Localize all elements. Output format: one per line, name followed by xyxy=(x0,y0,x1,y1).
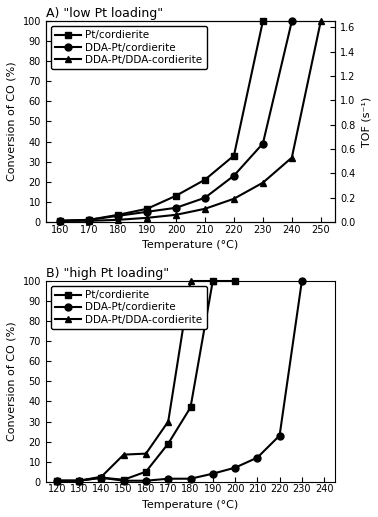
DDA-Pt/cordierite xyxy=(58,218,62,224)
Pt/cordierite xyxy=(233,278,237,284)
Pt/cordierite xyxy=(54,478,59,484)
DDA-Pt/cordierite xyxy=(277,432,282,438)
Line: Pt/cordierite: Pt/cordierite xyxy=(57,18,266,224)
Pt/cordierite xyxy=(166,440,170,447)
DDA-Pt/DDA-cordierite xyxy=(290,155,294,161)
DDA-Pt/DDA-cordierite xyxy=(232,195,236,202)
Text: A) "low Pt loading": A) "low Pt loading" xyxy=(46,7,163,20)
Pt/cordierite xyxy=(121,477,126,483)
Line: DDA-Pt/cordierite: DDA-Pt/cordierite xyxy=(57,18,295,224)
DDA-Pt/DDA-cordierite xyxy=(211,278,215,284)
DDA-Pt/DDA-cordierite xyxy=(77,478,81,484)
DDA-Pt/cordierite xyxy=(290,18,294,24)
Pt/cordierite xyxy=(77,478,81,484)
Y-axis label: Conversion of CO (%): Conversion of CO (%) xyxy=(7,322,17,441)
DDA-Pt/DDA-cordierite xyxy=(121,451,126,458)
DDA-Pt/cordierite xyxy=(232,173,236,179)
DDA-Pt/DDA-cordierite xyxy=(99,474,104,480)
DDA-Pt/DDA-cordierite xyxy=(54,478,59,484)
DDA-Pt/cordierite xyxy=(166,476,170,482)
DDA-Pt/cordierite xyxy=(203,194,207,201)
Pt/cordierite xyxy=(144,468,148,475)
Legend: Pt/cordierite, DDA-Pt/cordierite, DDA-Pt/DDA-cordierite: Pt/cordierite, DDA-Pt/cordierite, DDA-Pt… xyxy=(51,286,207,329)
DDA-Pt/DDA-cordierite xyxy=(87,218,91,224)
Pt/cordierite xyxy=(203,177,207,183)
Pt/cordierite xyxy=(188,404,193,410)
Line: Pt/cordierite: Pt/cordierite xyxy=(53,278,239,484)
DDA-Pt/cordierite xyxy=(188,476,193,482)
DDA-Pt/DDA-cordierite xyxy=(116,217,120,223)
X-axis label: Temperature (°C): Temperature (°C) xyxy=(143,500,239,510)
DDA-Pt/DDA-cordierite xyxy=(145,215,149,221)
DDA-Pt/DDA-cordierite xyxy=(319,18,323,24)
Pt/cordierite xyxy=(99,475,104,481)
DDA-Pt/cordierite xyxy=(87,217,91,223)
Pt/cordierite xyxy=(260,18,265,24)
Line: DDA-Pt/DDA-cordierite: DDA-Pt/DDA-cordierite xyxy=(53,278,216,484)
DDA-Pt/DDA-cordierite xyxy=(174,211,178,218)
DDA-Pt/cordierite xyxy=(300,278,304,284)
DDA-Pt/cordierite xyxy=(54,478,59,484)
DDA-Pt/cordierite xyxy=(116,212,120,219)
DDA-Pt/cordierite xyxy=(211,470,215,477)
DDA-Pt/DDA-cordierite xyxy=(260,179,265,186)
DDA-Pt/DDA-cordierite xyxy=(144,450,148,457)
Y-axis label: Conversion of CO (%): Conversion of CO (%) xyxy=(7,62,17,181)
DDA-Pt/cordierite xyxy=(121,478,126,484)
Line: DDA-Pt/DDA-cordierite: DDA-Pt/DDA-cordierite xyxy=(57,18,324,224)
Legend: Pt/cordierite, DDA-Pt/cordierite, DDA-Pt/DDA-cordierite: Pt/cordierite, DDA-Pt/cordierite, DDA-Pt… xyxy=(51,26,207,69)
Text: B) "high Pt loading": B) "high Pt loading" xyxy=(46,267,169,280)
DDA-Pt/DDA-cordierite xyxy=(188,278,193,284)
Pt/cordierite xyxy=(58,218,62,224)
DDA-Pt/cordierite xyxy=(174,205,178,211)
Pt/cordierite xyxy=(211,278,215,284)
X-axis label: Temperature (°C): Temperature (°C) xyxy=(143,240,239,250)
DDA-Pt/DDA-cordierite xyxy=(58,218,62,224)
Pt/cordierite xyxy=(145,206,149,212)
Y-axis label: TOF (s⁻¹): TOF (s⁻¹) xyxy=(361,96,371,147)
Pt/cordierite xyxy=(87,217,91,223)
Line: DDA-Pt/cordierite: DDA-Pt/cordierite xyxy=(53,278,305,484)
DDA-Pt/cordierite xyxy=(255,454,260,461)
DDA-Pt/cordierite xyxy=(233,465,237,471)
DDA-Pt/cordierite xyxy=(144,478,148,484)
DDA-Pt/cordierite xyxy=(145,209,149,215)
DDA-Pt/cordierite xyxy=(99,475,104,481)
Pt/cordierite xyxy=(232,153,236,159)
DDA-Pt/cordierite xyxy=(77,478,81,484)
DDA-Pt/cordierite xyxy=(260,141,265,147)
Pt/cordierite xyxy=(116,211,120,218)
DDA-Pt/DDA-cordierite xyxy=(203,206,207,212)
Pt/cordierite xyxy=(174,193,178,199)
DDA-Pt/DDA-cordierite xyxy=(166,418,170,424)
